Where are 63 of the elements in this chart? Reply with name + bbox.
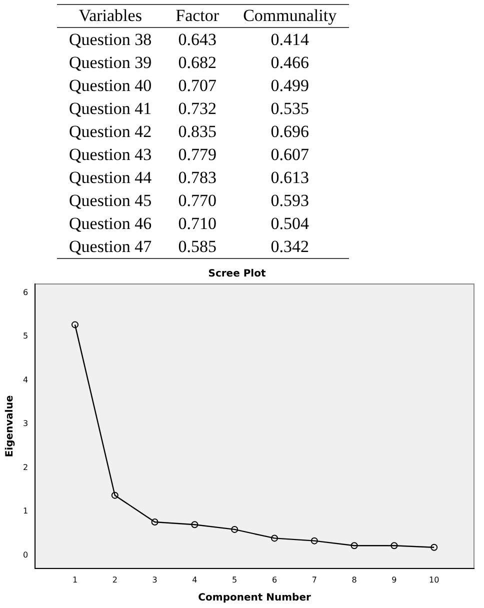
data-label: 0.504 — [270, 213, 310, 235]
x-axis-title: Component Number — [198, 592, 311, 604]
data-label: 0.585 — [177, 236, 218, 258]
x-tick-label: 8 — [352, 575, 357, 584]
y-axis-title: Eigenvalue — [4, 395, 16, 458]
y-tick-label: 2 — [22, 462, 28, 472]
data-label: 0.643 — [177, 29, 218, 51]
text: Factor — [174, 5, 220, 27]
x-tick-label: 7 — [312, 575, 317, 584]
text: Variables — [78, 5, 143, 27]
y-tick-label: 3 — [22, 419, 28, 428]
data-label: 0.779 — [177, 144, 218, 166]
data-label: 0.414 — [270, 29, 310, 51]
x-tick-label: 3 — [152, 575, 158, 584]
point — [71, 321, 78, 328]
data-label: 0.835 — [177, 121, 218, 143]
data-label: 0.770 — [177, 190, 218, 212]
category-label: Question 45 — [68, 190, 153, 212]
data-label: 0.707 — [177, 75, 218, 97]
data-label: 0.613 — [270, 167, 310, 189]
point — [430, 544, 438, 551]
point — [270, 534, 278, 542]
data-label: 0.682 — [177, 52, 218, 74]
x-tick-label: 1 — [72, 575, 78, 584]
category-label: Question 39 — [68, 52, 153, 74]
point — [310, 537, 318, 544]
x-tick-label: 4 — [192, 575, 198, 584]
x-tick-label: 2 — [112, 575, 118, 584]
data-label: 0.696 — [270, 121, 310, 143]
point — [111, 492, 118, 499]
category-label: Question 40 — [68, 75, 153, 97]
data-label: 0.710 — [177, 213, 218, 235]
category-label: Question 41 — [68, 98, 153, 120]
y-tick-label: 1 — [22, 506, 28, 516]
point — [151, 518, 158, 526]
category-label: Question 44 — [68, 167, 153, 189]
y-tick-label: 4 — [22, 375, 28, 384]
category-label: Question 46 — [68, 213, 153, 235]
x-tick-label: 5 — [232, 575, 238, 584]
category-label: Question 42 — [68, 121, 153, 143]
y-tick-label: 0 — [22, 550, 28, 560]
x-tick-label: 10 — [429, 575, 440, 584]
y-tick-label: 5 — [22, 332, 28, 341]
data-label: 0.783 — [177, 167, 218, 189]
data-label: 0.342 — [270, 236, 310, 258]
x-tick-label: 6 — [272, 575, 278, 584]
category-label: Question 43 — [68, 144, 153, 166]
text: Communality — [242, 5, 338, 27]
data-label: 0.732 — [177, 98, 218, 120]
x-tick-label: 9 — [392, 575, 397, 584]
data-label: 0.607 — [270, 144, 310, 166]
data-label: 0.535 — [270, 98, 310, 120]
data-label: 0.593 — [270, 190, 310, 212]
point — [231, 526, 238, 533]
category-label: Question 47 — [68, 236, 153, 258]
point — [191, 521, 198, 528]
point — [350, 542, 358, 550]
chart-title: Scree Plot — [208, 268, 266, 280]
y-tick-label: 6 — [22, 288, 28, 297]
point — [390, 542, 398, 550]
category-label: Question 38 — [68, 29, 153, 51]
data-label: 0.499 — [270, 75, 310, 97]
data-label: 0.466 — [270, 52, 310, 74]
